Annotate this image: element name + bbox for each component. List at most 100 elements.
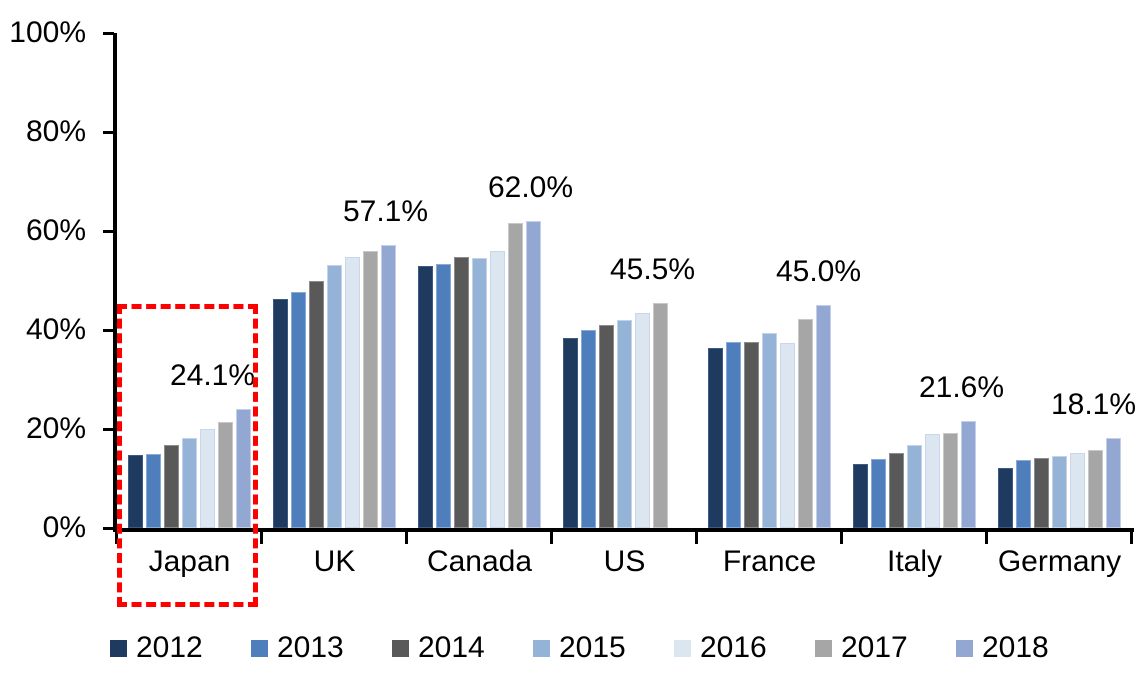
data-label-germany: 18.1% [1050, 388, 1137, 422]
y-tick-mark [103, 230, 114, 233]
bar-canada-2017 [508, 223, 523, 528]
data-label-japan: 24.1% [169, 358, 256, 392]
bar-japan-2013 [146, 453, 161, 528]
bar-japan-2012 [128, 455, 143, 528]
legend-swatch-2013 [251, 639, 268, 657]
y-tick-mark [103, 428, 114, 431]
legend-label-2013: 2013 [277, 631, 344, 664]
y-tick-label: 80% [25, 115, 86, 148]
data-label-canada: 62.0% [487, 171, 574, 205]
y-tick-mark [103, 131, 114, 134]
bar-japan-2018 [236, 408, 251, 528]
legend-label-2017: 2017 [841, 631, 908, 664]
y-tick-label: 0% [42, 511, 86, 544]
x-tick-mark [985, 531, 988, 544]
y-tick-label: 20% [25, 412, 86, 445]
legend-item-2013: 2013 [251, 631, 392, 665]
japan-highlight-box [117, 304, 258, 607]
category-label-uk: UK [313, 545, 356, 578]
bar-canada-2015 [472, 258, 487, 528]
y-tick-mark [103, 329, 114, 332]
bar-italy-2016 [925, 434, 940, 528]
legend-item-2015: 2015 [533, 631, 674, 665]
legend-swatch-2016 [674, 639, 691, 657]
bar-uk-2017 [363, 251, 378, 528]
bar-france-2017 [798, 319, 813, 528]
bar-japan-2017 [218, 422, 233, 528]
x-tick-mark [1130, 531, 1133, 544]
bar-italy-2018 [961, 421, 976, 528]
bar-uk-2016 [345, 256, 360, 528]
y-tick-label: 100% [9, 16, 86, 49]
bar-canada-2014 [454, 256, 469, 528]
bar-canada-2016 [490, 250, 505, 528]
bar-canada-2018 [526, 221, 541, 528]
category-label-france: France [722, 545, 817, 578]
bar-italy-2014 [889, 452, 904, 528]
bar-us-2012 [563, 338, 578, 528]
legend-label-2012: 2012 [136, 631, 203, 664]
legend-item-2018: 2018 [956, 631, 1097, 665]
bar-us-2017 [653, 302, 668, 528]
bar-japan-2014 [164, 445, 179, 528]
x-tick-mark [695, 531, 698, 544]
bar-germany-2013 [1016, 460, 1031, 528]
bar-germany-2018 [1106, 438, 1121, 528]
bar-germany-2012 [998, 467, 1013, 528]
data-label-us: 45.5% [609, 252, 696, 286]
bar-us-2014 [599, 325, 614, 528]
legend-item-2014: 2014 [392, 631, 533, 665]
bar-uk-2018 [381, 245, 396, 528]
legend-label-2018: 2018 [982, 631, 1049, 664]
category-label-japan: Japan [148, 545, 231, 578]
data-label-italy: 21.6% [918, 371, 1005, 405]
data-label-france: 45.0% [775, 255, 862, 289]
legend-swatch-2015 [533, 639, 550, 657]
bar-france-2013 [726, 341, 741, 528]
bar-uk-2012 [273, 298, 288, 528]
bar-france-2014 [744, 342, 759, 528]
data-label-uk: 57.1% [342, 195, 429, 229]
bar-us-2013 [581, 330, 596, 528]
category-label-canada: Canada [426, 545, 533, 578]
category-label-italy: Italy [886, 545, 943, 578]
bar-canada-2013 [436, 264, 451, 528]
bar-uk-2013 [291, 291, 306, 528]
x-axis [113, 528, 1134, 532]
x-tick-mark [405, 531, 408, 544]
bar-us-2016 [635, 312, 650, 528]
x-tick-mark [260, 531, 263, 544]
bar-italy-2015 [907, 444, 922, 528]
legend-item-2017: 2017 [815, 631, 956, 665]
bar-france-2018 [816, 305, 831, 528]
bar-uk-2015 [327, 264, 342, 528]
legend-swatch-2017 [815, 639, 832, 657]
y-tick-label: 40% [25, 313, 86, 346]
bar-france-2016 [780, 342, 795, 528]
y-tick-mark [103, 527, 114, 530]
legend-item-2012: 2012 [110, 631, 251, 665]
y-tick-mark [103, 32, 114, 35]
bar-germany-2014 [1034, 458, 1049, 528]
bar-japan-2016 [200, 429, 215, 528]
category-label-us: US [603, 545, 646, 578]
legend-label-2014: 2014 [418, 631, 485, 664]
bar-france-2012 [708, 347, 723, 528]
y-tick-label: 60% [25, 214, 86, 247]
bar-japan-2015 [182, 437, 197, 528]
bar-italy-2012 [853, 463, 868, 528]
legend-swatch-2014 [392, 639, 409, 657]
bar-italy-2017 [943, 433, 958, 528]
category-label-germany: Germany [997, 545, 1122, 578]
bar-italy-2013 [871, 459, 886, 528]
legend-swatch-2012 [110, 639, 127, 657]
legend-item-2016: 2016 [674, 631, 815, 665]
bar-germany-2015 [1052, 456, 1067, 528]
y-axis [113, 33, 117, 531]
legend-label-2015: 2015 [559, 631, 626, 664]
bar-germany-2017 [1088, 450, 1103, 528]
legend-swatch-2018 [956, 639, 973, 657]
legend: 2012 2013 2014 2015 2016 2017 2018 [110, 631, 1097, 665]
bar-uk-2014 [309, 280, 324, 528]
